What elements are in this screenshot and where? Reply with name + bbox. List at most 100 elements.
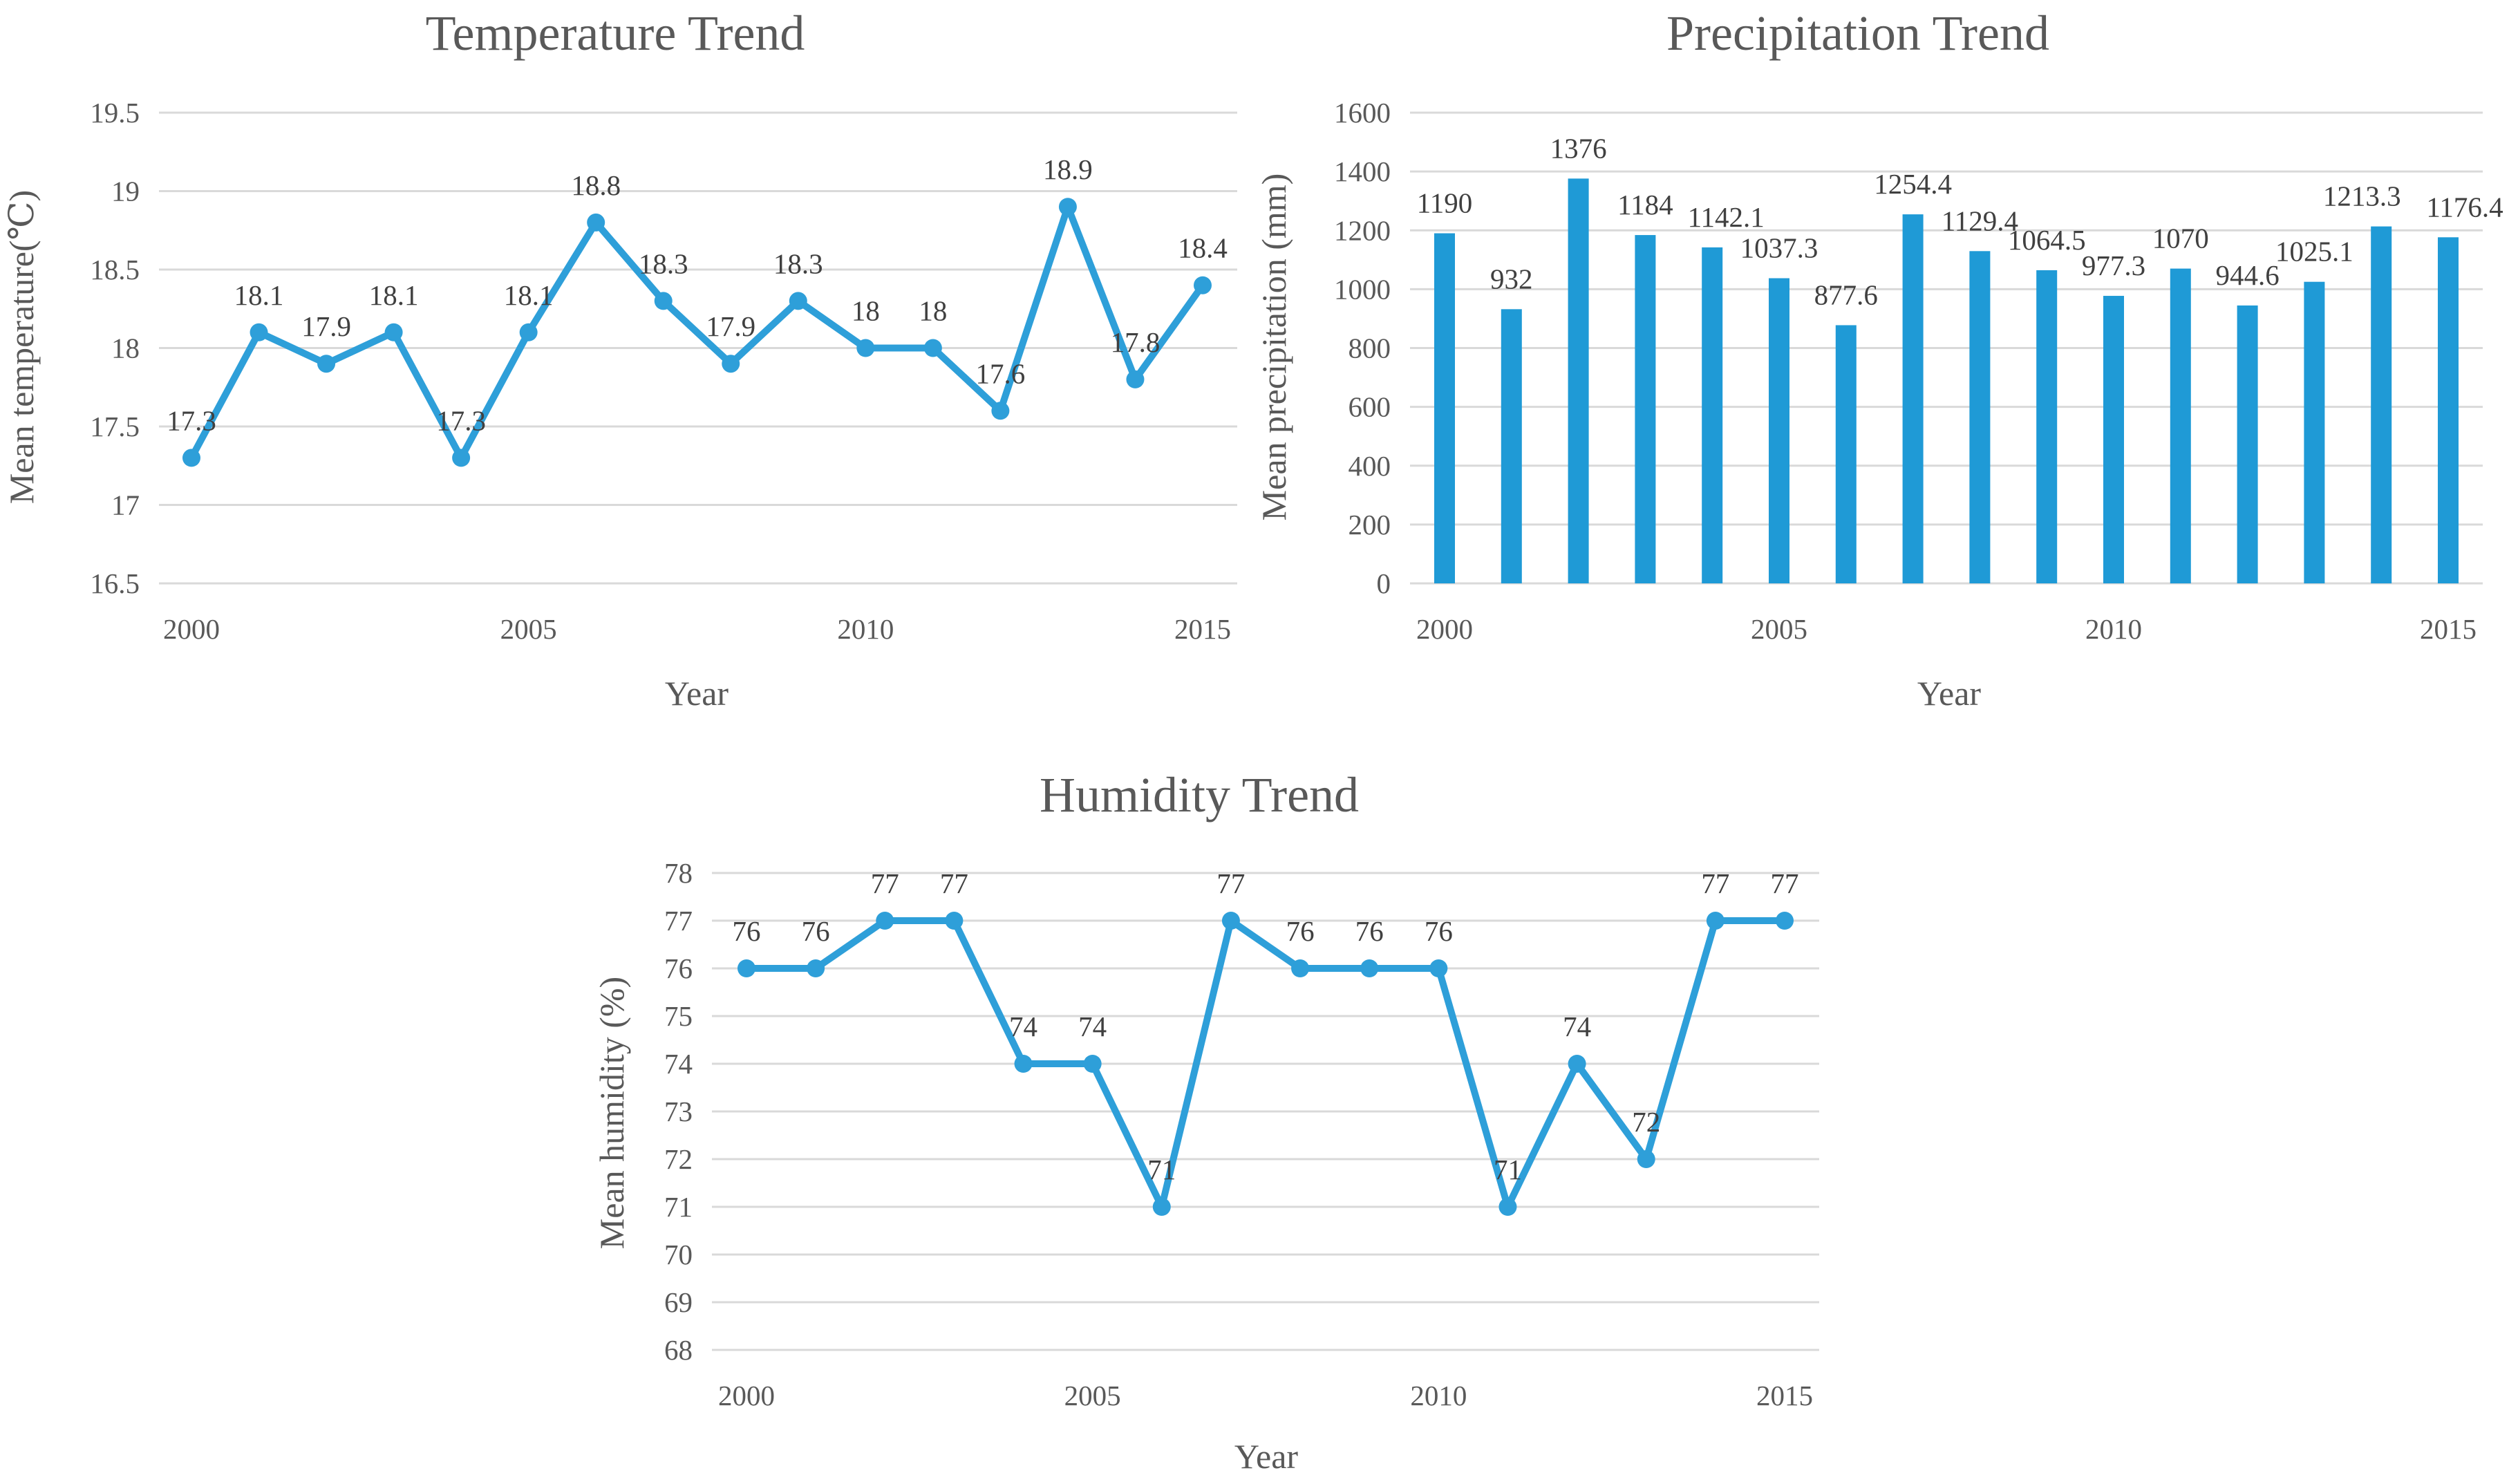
temperature-x-tick-label: 2005 <box>500 613 557 645</box>
temperature-data-label: 18.9 <box>1043 153 1093 185</box>
humidity-gridlines <box>712 872 1819 1351</box>
humidity-y-tick-label: 75 <box>664 1000 693 1032</box>
humidity-data-label: 74 <box>1009 1011 1037 1042</box>
temperature-y-axis-label: Mean temperature(℃) <box>2 190 41 504</box>
temperature-data-point <box>856 339 875 357</box>
precipitation-data-label: 932 <box>1490 263 1533 294</box>
precipitation-data-label: 1064.5 <box>2008 224 2086 256</box>
humidity-chart: Humidity Trend 68 69 70 71 72 73 74 75 76 77 78 20… <box>592 767 1819 1476</box>
precipitation-bar <box>2170 268 2191 583</box>
precipitation-bar <box>1501 309 1522 583</box>
humidity-data-point <box>1429 959 1448 977</box>
temperature-data-point <box>991 402 1010 420</box>
precipitation-data-label: 1254.4 <box>1874 168 1952 200</box>
precipitation-bar <box>2103 296 2124 583</box>
precipitation-x-tick-label: 2000 <box>1416 613 1473 645</box>
humidity-data-point <box>1014 1055 1033 1073</box>
temperature-data-label: 18.3 <box>773 247 823 279</box>
humidity-data-label: 76 <box>1355 915 1384 947</box>
precipitation-bar <box>1702 247 1723 583</box>
precipitation-data-label: 1376 <box>1550 132 1607 164</box>
temperature-data-point <box>923 339 942 357</box>
precipitation-data-label: 1129.4 <box>1942 205 2018 236</box>
temperature-chart: Temperature Trend 16.5 17 17.5 18 18.5 19 19.5… <box>2 6 1237 713</box>
temperature-x-tick-label: 2010 <box>837 613 894 645</box>
temperature-series-line <box>188 203 1206 462</box>
humidity-x-axis-label: Year <box>1234 1437 1298 1476</box>
temperature-x-axis-label: Year <box>665 674 729 713</box>
precipitation-data-label: 1037.3 <box>1740 232 1819 263</box>
precipitation-data-label: 877.6 <box>1814 279 1878 310</box>
temperature-data-label: 17.3 <box>436 404 486 436</box>
humidity-y-axis-label: Mean humidity (%) <box>592 977 631 1249</box>
humidity-y-tick-label: 78 <box>664 857 693 889</box>
humidity-y-tick-label: 69 <box>664 1286 693 1318</box>
precipitation-data-label: 1070 <box>2152 223 2209 254</box>
precipitation-bar <box>1568 178 1589 584</box>
precipitation-bar <box>2438 237 2459 583</box>
humidity-series-line <box>743 917 1788 1210</box>
precipitation-data-label: 1213.3 <box>2323 180 2401 212</box>
precipitation-x-tick-label: 2010 <box>2085 613 2142 645</box>
precipitation-y-axis-label: Mean precipitation (mm) <box>1254 173 1293 521</box>
precipitation-bar <box>2304 281 2325 583</box>
humidity-y-tick-label: 68 <box>664 1334 693 1366</box>
temperature-data-point <box>1194 276 1212 294</box>
temperature-x-tick-label: 2000 <box>163 613 220 645</box>
humidity-data-point <box>945 912 964 930</box>
temperature-data-point <box>1058 198 1077 216</box>
temperature-data-point <box>789 292 807 310</box>
precipitation-bar <box>1835 325 1857 583</box>
precipitation-data-label: 1025.1 <box>2275 236 2353 267</box>
humidity-data-label: 76 <box>802 915 830 947</box>
humidity-data-label: 76 <box>1286 915 1315 947</box>
humidity-data-label: 76 <box>733 915 761 947</box>
precipitation-x-tick-label: 2005 <box>1751 613 1807 645</box>
humidity-data-point <box>1637 1150 1655 1168</box>
precipitation-bar <box>2371 226 2392 583</box>
precipitation-series <box>1434 178 2459 584</box>
temperature-data-label: 18.8 <box>571 169 621 201</box>
humidity-data-point <box>876 912 894 930</box>
humidity-y-tick-label: 77 <box>664 905 693 937</box>
temperature-data-point <box>519 323 538 341</box>
humidity-y-tick-labels: 68 69 70 71 72 73 74 75 76 77 78 <box>664 857 693 1366</box>
temperature-data-point <box>250 323 268 341</box>
humidity-y-tick-label: 72 <box>664 1143 693 1175</box>
temperature-chart-title: Temperature Trend <box>426 6 805 61</box>
humidity-data-label: 74 <box>1078 1011 1107 1042</box>
humidity-data-label: 77 <box>871 867 899 899</box>
precipitation-x-tick-labels: 2000 2005 2010 2015 <box>1416 613 2477 645</box>
humidity-data-label: 77 <box>1701 867 1729 899</box>
temperature-data-label: 17.9 <box>301 310 351 342</box>
temperature-data-label: 18.4 <box>1178 232 1228 264</box>
humidity-data-point <box>1083 1055 1102 1073</box>
humidity-series <box>737 912 1794 1216</box>
temperature-y-tick-label: 17 <box>111 489 140 521</box>
temperature-data-label: 17.9 <box>706 310 755 342</box>
temperature-y-tick-label: 18.5 <box>90 254 140 285</box>
humidity-data-label: 74 <box>1563 1011 1591 1042</box>
precipitation-x-tick-label: 2015 <box>2420 613 2477 645</box>
temperature-data-labels: 17.3 18.1 17.9 18.1 17.3 18.1 18.8 18.3 17.9 18.3… <box>167 153 1228 436</box>
precipitation-bar <box>1902 214 1924 583</box>
temperature-data-label: 18 <box>852 295 880 327</box>
temperature-data-point <box>587 213 605 232</box>
temperature-data-label: 17.8 <box>1111 326 1160 358</box>
humidity-data-point <box>1291 959 1310 977</box>
humidity-data-point <box>1706 912 1725 930</box>
precipitation-bar <box>1769 278 1789 583</box>
precipitation-y-tick-label: 1200 <box>1334 214 1391 246</box>
temperature-y-tick-label: 18 <box>111 332 140 364</box>
humidity-x-tick-label: 2015 <box>1756 1380 1813 1411</box>
humidity-data-point <box>807 959 825 977</box>
humidity-data-point <box>1498 1198 1517 1216</box>
precipitation-data-label: 1176.4 <box>2426 191 2503 223</box>
temperature-x-tick-labels: 2000 2005 2010 2015 <box>163 613 1231 645</box>
humidity-y-tick-label: 73 <box>664 1096 693 1127</box>
humidity-data-point <box>737 959 755 977</box>
temperature-data-point <box>182 449 200 467</box>
temperature-y-tick-labels: 16.5 17 17.5 18 18.5 19 19.5 <box>90 97 140 599</box>
temperature-data-point <box>384 323 403 341</box>
